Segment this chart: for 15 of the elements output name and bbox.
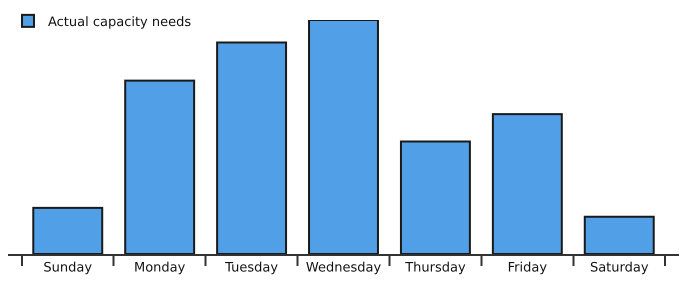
bar	[584, 216, 655, 254]
x-tick-label: Monday	[134, 260, 186, 276]
x-tick-label: Tuesday	[224, 260, 278, 276]
x-tick-label: Thursday	[404, 260, 466, 276]
bar	[124, 80, 196, 254]
bar	[308, 20, 379, 254]
bar	[32, 206, 104, 254]
x-tick-label: Wednesday	[306, 260, 382, 276]
x-tick-label: Friday	[508, 260, 548, 276]
bar	[492, 113, 563, 254]
x-tick-label: Saturday	[590, 260, 649, 276]
x-tick-label: Sunday	[43, 260, 92, 276]
bar	[216, 41, 288, 254]
bar	[400, 140, 471, 254]
legend-label: Actual capacity needs	[48, 14, 192, 30]
